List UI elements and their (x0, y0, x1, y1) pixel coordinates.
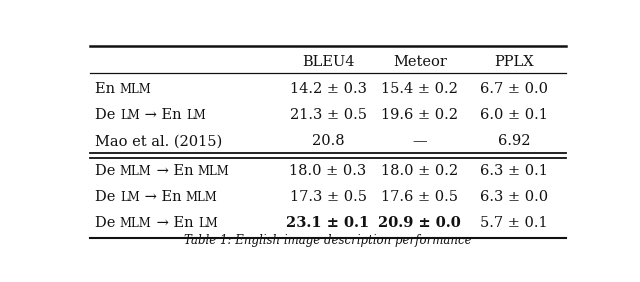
Text: De: De (95, 108, 120, 122)
Text: → En: → En (152, 216, 198, 230)
Text: 17.6 ± 0.5: 17.6 ± 0.5 (381, 190, 458, 204)
Text: → En: → En (152, 164, 198, 178)
Text: LM: LM (120, 191, 140, 204)
Text: En: En (95, 82, 120, 96)
Text: 19.6 ± 0.2: 19.6 ± 0.2 (381, 108, 458, 122)
Text: PPLX: PPLX (494, 55, 534, 69)
Text: 20.8: 20.8 (312, 134, 344, 148)
Text: 15.4 ± 0.2: 15.4 ± 0.2 (381, 82, 458, 96)
Text: Meteor: Meteor (393, 55, 447, 69)
Text: 20.9 ± 0.0: 20.9 ± 0.0 (378, 216, 461, 230)
Text: 6.0 ± 0.1: 6.0 ± 0.1 (480, 108, 548, 122)
Text: 5.7 ± 0.1: 5.7 ± 0.1 (480, 216, 548, 230)
Text: De: De (95, 164, 120, 178)
Text: 6.7 ± 0.0: 6.7 ± 0.0 (480, 82, 548, 96)
Text: 21.3 ± 0.5: 21.3 ± 0.5 (289, 108, 367, 122)
Text: LM: LM (186, 109, 205, 122)
Text: → En: → En (140, 108, 186, 122)
Text: —: — (412, 134, 427, 148)
Text: De: De (95, 216, 120, 230)
Text: LM: LM (120, 109, 140, 122)
Text: De: De (95, 190, 120, 204)
Text: 6.3 ± 0.0: 6.3 ± 0.0 (480, 190, 548, 204)
Text: MLM: MLM (198, 165, 230, 178)
Text: 6.3 ± 0.1: 6.3 ± 0.1 (480, 164, 548, 178)
Text: LM: LM (198, 217, 218, 230)
Text: Mao et al. (2015): Mao et al. (2015) (95, 134, 222, 148)
Text: BLEU4: BLEU4 (301, 55, 355, 69)
Text: 6.92: 6.92 (498, 134, 531, 148)
Text: MLM: MLM (120, 217, 152, 230)
Text: 18.0 ± 0.2: 18.0 ± 0.2 (381, 164, 458, 178)
Text: → En: → En (140, 190, 186, 204)
Text: Table 1: English image description performance: Table 1: English image description perfo… (184, 234, 472, 247)
Text: MLM: MLM (186, 191, 218, 204)
Text: 17.3 ± 0.5: 17.3 ± 0.5 (289, 190, 367, 204)
Text: 18.0 ± 0.3: 18.0 ± 0.3 (289, 164, 367, 178)
Text: MLM: MLM (120, 83, 152, 96)
Text: MLM: MLM (120, 165, 152, 178)
Text: 14.2 ± 0.3: 14.2 ± 0.3 (289, 82, 367, 96)
Text: 23.1 ± 0.1: 23.1 ± 0.1 (286, 216, 370, 230)
